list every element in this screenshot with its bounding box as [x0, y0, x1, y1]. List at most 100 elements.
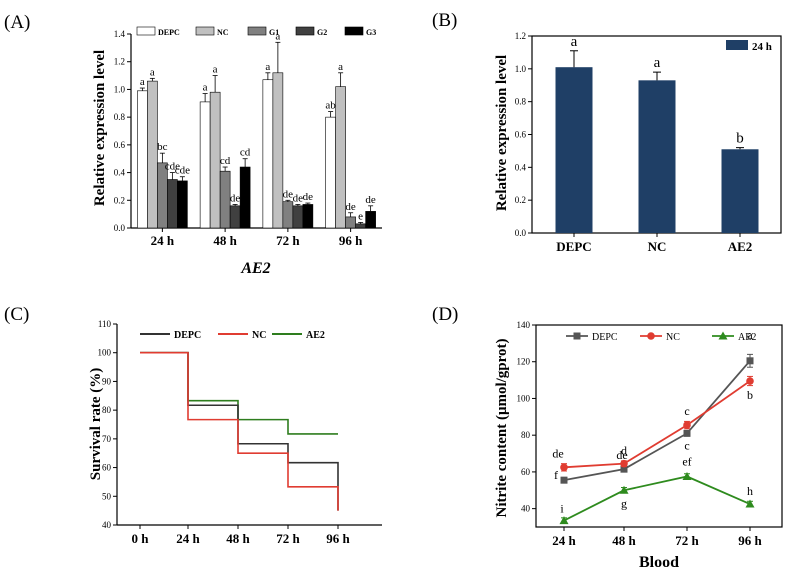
y-tick-label-b: 0.2	[515, 195, 526, 205]
x-tick-label-d: 24 h	[552, 533, 576, 548]
bar-depc-24h	[137, 90, 148, 229]
sig-letter-a: a	[203, 82, 208, 94]
legend-label-ae2: AE2	[738, 332, 756, 343]
y-tick-label-c: 110	[98, 319, 112, 329]
panel-c: (C) Survival rate (%) DEPC NC AE2 40 50 60 70…	[4, 304, 382, 546]
sig-letter-a: ab	[325, 100, 336, 112]
y-tick-label-b: 0.0	[515, 228, 527, 238]
bar-nc-96h	[335, 86, 346, 229]
legend-label-g3: G3	[366, 28, 376, 37]
sig-letter-a: de	[345, 201, 356, 213]
legend-label-ae2: AE2	[306, 330, 325, 341]
legend-d: DEPC NC AE2	[566, 332, 756, 343]
sig-letter-d: g	[621, 496, 627, 510]
bar-b-depc	[555, 67, 593, 233]
panel-label-d: (D)	[432, 304, 458, 325]
y-tick-label-a: 0.8	[114, 112, 126, 122]
legend-swatch-g1	[247, 26, 267, 36]
y-tick-label-d: 40	[521, 504, 531, 514]
marker-depc	[573, 332, 581, 340]
line-depc	[563, 360, 751, 482]
step-line-nc	[140, 351, 339, 511]
y-tick-label-b: 0.8	[515, 97, 527, 107]
bar-g3-72h	[302, 204, 314, 229]
sig-letter-a: a	[338, 61, 343, 73]
legend-swatch-24h	[726, 40, 748, 50]
legend-label-depc: DEPC	[174, 330, 201, 341]
bar-g2-96h	[355, 223, 366, 229]
panel-b: (B) Relative expression level 24 h 0.00.…	[432, 10, 782, 254]
y-tick-label-a: 0.6	[114, 140, 126, 150]
y-tick-label-c: 60	[102, 463, 112, 473]
xlabel-a: AE2	[240, 260, 270, 277]
y-tick-label-c: 50	[102, 491, 112, 501]
marker-ae2	[619, 485, 629, 494]
legend-label-nc: NC	[252, 330, 266, 341]
bar-g1-24h	[157, 162, 168, 229]
y-tick-label-b: 0.4	[515, 162, 527, 172]
sig-letter-a: de	[303, 191, 314, 203]
y-tick-label-d: 60	[521, 467, 531, 477]
ylabel-c: Survival rate (%)	[88, 368, 104, 480]
panel-label-a: (A)	[4, 12, 30, 33]
sig-letter-a: cde	[175, 165, 190, 177]
ylabel-a: Relative expression level	[92, 50, 108, 206]
x-tick-label-d: 96 h	[738, 533, 762, 548]
sig-letter-d: de	[616, 448, 627, 462]
bar-g2-72h	[292, 205, 304, 229]
x-tick-label-c: 72 h	[276, 531, 300, 546]
x-tick-label-d: 48 h	[612, 533, 636, 548]
ylabel-b: Relative expression level	[494, 55, 510, 211]
x-tick-label-c: 48 h	[226, 531, 250, 546]
plot-frame-d	[535, 324, 783, 528]
y-tick-label-b: 1.0	[515, 64, 527, 74]
sig-letter-a: cd	[240, 147, 251, 159]
legend-swatch-g2	[295, 26, 315, 36]
sig-letter-a: a	[213, 64, 218, 76]
sig-letter-d: h	[747, 484, 753, 498]
sig-letter-a: cde	[165, 161, 180, 173]
bar-b-nc	[638, 80, 676, 233]
sig-letter-b: a	[654, 55, 661, 71]
ylabel-d: Nitrite content (μmol/gprot)	[494, 338, 510, 517]
xlabel-d: Blood	[639, 554, 679, 571]
legend-label-24h: 24 h	[752, 41, 772, 53]
sig-letter-a: de	[365, 194, 376, 206]
sig-letter-a: a	[275, 30, 280, 42]
plot-b: 0.0 0.2 0.4 0.6 0.8 1.0 1.2 DEPC a NC a AE2 b	[515, 31, 782, 254]
marker-depc	[620, 465, 628, 473]
y-tick-label-d: 100	[517, 393, 531, 403]
sig-letter-b: b	[736, 131, 744, 147]
bar-g1-48h	[219, 170, 231, 229]
legend-a: DEPC NC G1 G2 G3	[136, 26, 376, 37]
marker-nc	[560, 463, 568, 472]
y-tick-label-a: 0.4	[114, 168, 126, 178]
marker-nc	[746, 377, 754, 385]
marker-nc	[647, 332, 655, 340]
bar-g3-24h	[177, 180, 188, 229]
legend-label-nc: NC	[217, 28, 229, 37]
marker-ae2	[718, 331, 728, 340]
y-tick-label-a: 0.2	[114, 195, 125, 205]
bar-g2-48h	[229, 205, 241, 229]
sig-letter-a: cd	[220, 155, 231, 167]
y-tick-label-a: 1.0	[114, 84, 126, 94]
y-tick-label-c: 80	[102, 405, 112, 415]
marker-ae2	[745, 499, 755, 508]
marker-depc	[560, 476, 568, 484]
sig-letter-a: a	[140, 76, 145, 88]
sig-letter-a: de	[293, 192, 304, 204]
legend-swatch-depc	[136, 26, 156, 36]
y-tick-label-b: 1.2	[515, 31, 526, 41]
plot-a: 0.00.20.40.60.81.01.21.424 haabccdecde48…	[114, 29, 382, 248]
sig-letter-d: b	[747, 388, 753, 402]
x-tick-label-b: DEPC	[556, 239, 591, 254]
sig-letter-d: i	[560, 502, 564, 516]
marker-ae2	[559, 516, 569, 525]
sig-letter-d: f	[554, 468, 558, 482]
sig-letter-a: a	[265, 61, 270, 73]
line-nc	[563, 380, 751, 469]
marker-depc	[746, 357, 754, 365]
sig-letter-d: a	[747, 328, 753, 342]
